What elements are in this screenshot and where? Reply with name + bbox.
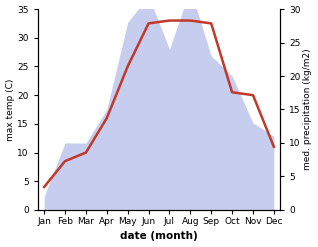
X-axis label: date (month): date (month) bbox=[120, 231, 198, 242]
Y-axis label: med. precipitation (kg/m2): med. precipitation (kg/m2) bbox=[303, 49, 313, 170]
Y-axis label: max temp (C): max temp (C) bbox=[5, 78, 15, 141]
